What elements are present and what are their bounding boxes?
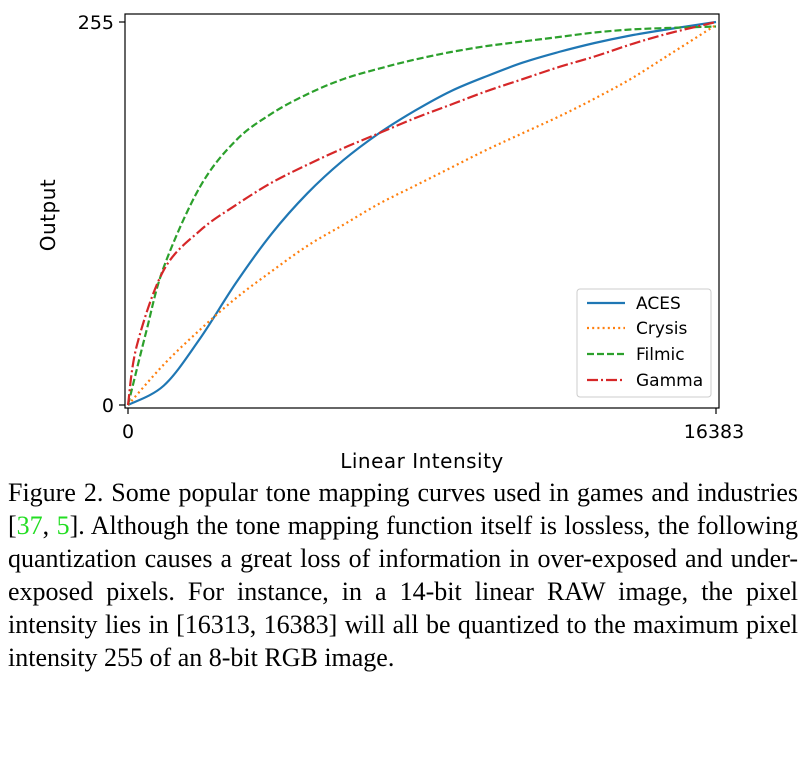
plot-frame xyxy=(124,13,720,409)
x-tick-label-0: 0 xyxy=(122,421,134,443)
figure-caption: Figure 2. Some popular tone mapping curv… xyxy=(8,476,798,674)
curve-crysis xyxy=(127,24,717,406)
caption-text-between: , xyxy=(42,511,57,540)
curve-filmic xyxy=(126,25,717,406)
legend-box xyxy=(576,288,712,398)
citation-link-37[interactable]: 37 xyxy=(16,511,43,540)
tone-mapping-chart: 0 16383 0 255 Linear Intensity Output AC… xyxy=(36,12,744,473)
legend-label-aces: ACES xyxy=(636,294,681,314)
x-tick-label-1: 16383 xyxy=(684,421,744,443)
y-axis-label: Output xyxy=(36,179,60,251)
legend-label-filmic: Filmic xyxy=(636,345,685,365)
curves-layer xyxy=(126,20,717,406)
x-axis-label: Linear Intensity xyxy=(340,449,504,473)
citation-link-5[interactable]: 5 xyxy=(56,511,70,540)
legend: ACES Crysis Filmic Gamma xyxy=(576,288,712,398)
caption-text-after: ]. Although the tone mapping function it… xyxy=(8,511,799,672)
caption-text-before: Figure 2. Some popular tone mapping curv… xyxy=(8,478,798,540)
curve-aces xyxy=(127,20,717,406)
y-tick-label-0: 0 xyxy=(102,395,114,417)
curve-gamma xyxy=(126,20,717,406)
y-tick-label-1: 255 xyxy=(78,12,114,34)
legend-label-gamma: Gamma xyxy=(636,371,703,391)
legend-label-crysis: Crysis xyxy=(636,319,688,339)
